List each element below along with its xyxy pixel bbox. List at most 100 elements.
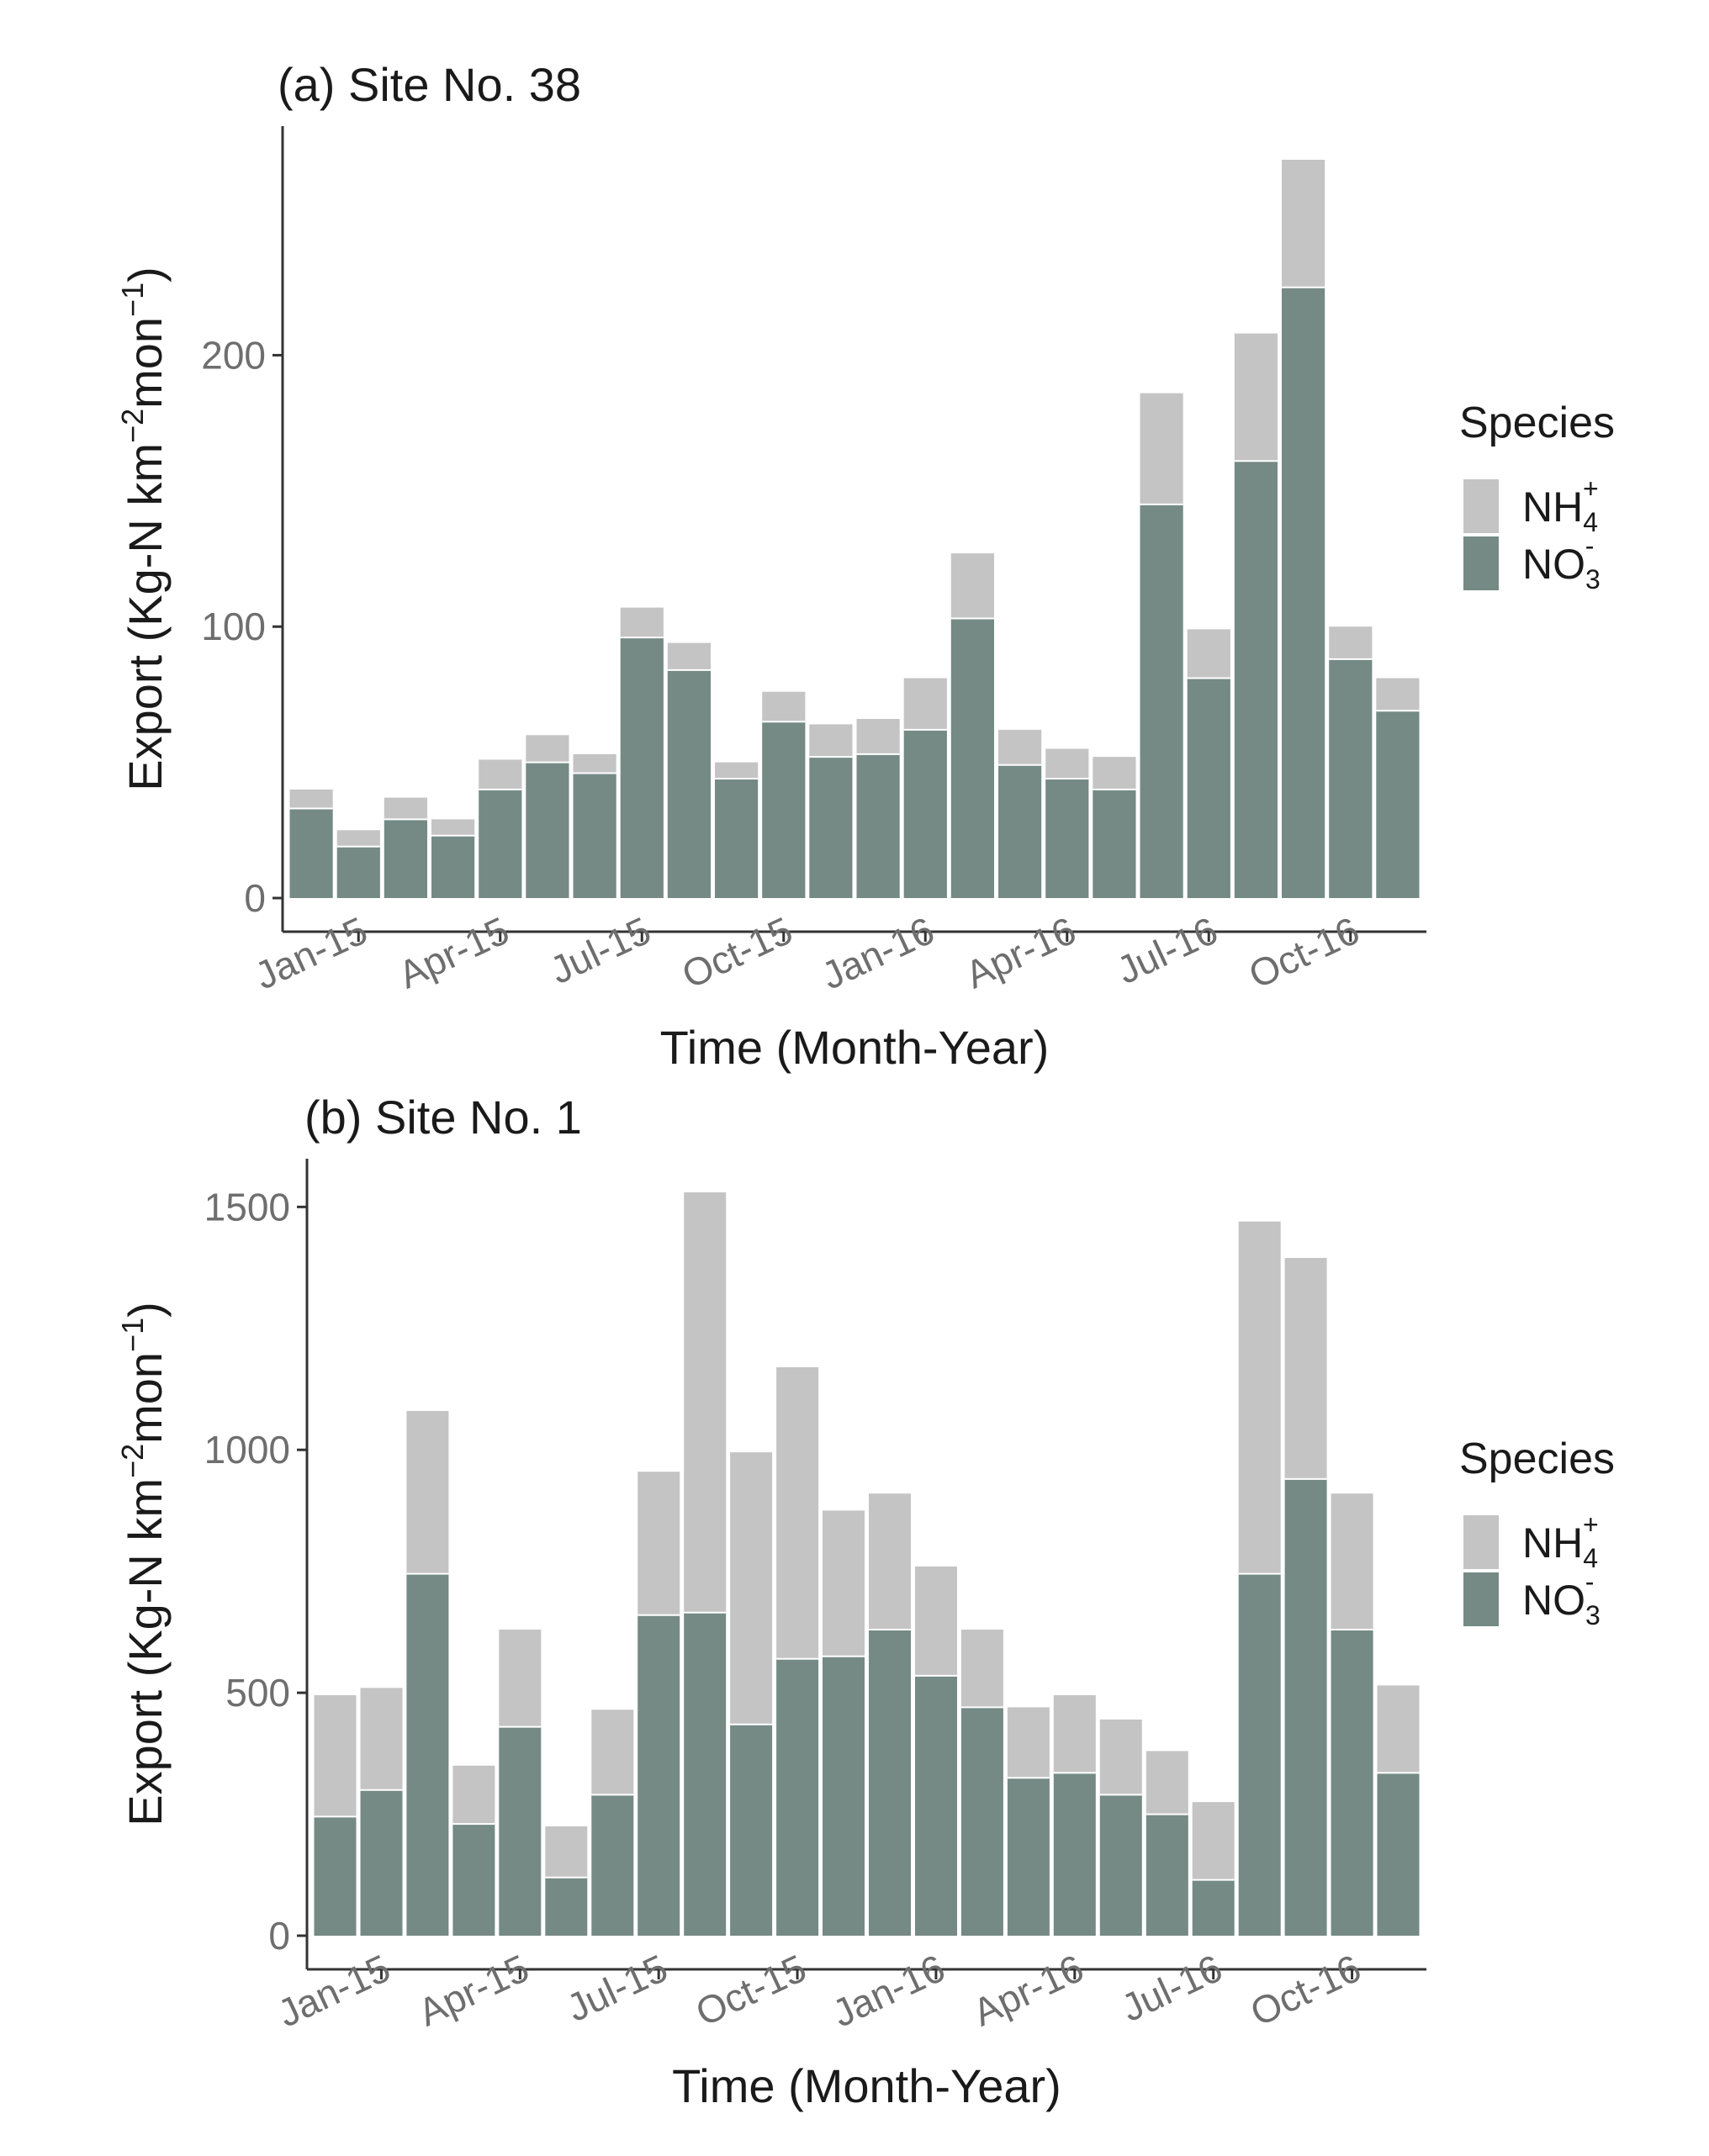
bar-nh4-Sep-16 (1284, 1258, 1327, 1479)
bar-no3-Jun-16 (1140, 504, 1183, 898)
bar-nh4-Jul-15 (638, 1472, 680, 1615)
bar-nh4-Nov-16 (1377, 1685, 1420, 1773)
bar-nh4-Sep-15 (715, 762, 759, 779)
bar-no3-Feb-15 (406, 1573, 449, 1936)
bar-nh4-Jul-15 (620, 607, 664, 638)
bar-nh4-Jun-15 (591, 1709, 634, 1795)
bar-nh4-Jan-15 (336, 830, 380, 847)
bar-nh4-Aug-16 (1238, 1221, 1281, 1574)
bar-no3-Mar-16 (998, 764, 1042, 898)
bar-nh4-Feb-15 (406, 1411, 449, 1574)
bar-nh4-Sep-15 (730, 1452, 773, 1725)
bar-nh4-May-16 (1093, 757, 1136, 790)
bar-no3-Aug-16 (1238, 1573, 1281, 1936)
bar-nh4-Jun-15 (573, 753, 616, 774)
bar-no3-Sep-15 (715, 779, 759, 898)
bar-no3-Jan-15 (360, 1789, 403, 1936)
bar-nh4-Jan-16 (903, 678, 947, 730)
bar-nh4-Aug-15 (667, 642, 711, 670)
bar-no3-Jun-16 (1146, 1814, 1188, 1936)
bar-nh4-Dec-15 (856, 719, 900, 754)
bar-nh4-Apr-15 (479, 759, 522, 790)
bar-nh4-Oct-15 (762, 691, 806, 722)
legend: Species NH4+NO3- (1459, 399, 1615, 594)
bar-no3-Oct-16 (1331, 1630, 1373, 1936)
legend-swatch-nh4 (1463, 1515, 1499, 1569)
x-axis-title: Time (Month-Year) (660, 1021, 1050, 1074)
bar-no3-Mar-15 (452, 1824, 495, 1936)
legend-swatch-nh4 (1463, 479, 1499, 533)
bar-nh4-Nov-16 (1376, 678, 1420, 711)
chart-title: (a) Site No. 38 (278, 58, 581, 111)
bar-nh4-Dec-14 (289, 789, 333, 809)
bar-nh4-Dec-14 (314, 1695, 357, 1817)
bar-no3-Jan-15 (336, 846, 380, 898)
y-tick-label: 1500 (204, 1185, 290, 1229)
y-tick-label: 0 (268, 1914, 290, 1958)
chart-title: (b) Site No. 1 (304, 1091, 582, 1144)
bar-nh4-Oct-16 (1331, 1493, 1373, 1630)
bar-nh4-Jun-16 (1146, 1751, 1188, 1815)
bar-no3-Oct-15 (776, 1658, 819, 1936)
bar-nh4-Aug-15 (684, 1192, 727, 1613)
bar-nh4-Apr-16 (1045, 748, 1089, 779)
bar-no3-May-16 (1093, 789, 1136, 898)
legend-title: Species (1459, 1435, 1615, 1483)
bar-no3-Sep-15 (730, 1724, 773, 1936)
bar-nh4-Aug-16 (1234, 333, 1278, 462)
bar-nh4-Jul-16 (1187, 629, 1230, 679)
bar-no3-May-15 (526, 762, 569, 898)
bar-no3-Nov-16 (1377, 1773, 1420, 1936)
bar-nh4-Feb-16 (960, 1630, 1003, 1708)
bar-no3-May-15 (545, 1877, 588, 1936)
legend: Species NH4+NO3- (1459, 1435, 1615, 1630)
legend-label-no3: NO3- (1522, 531, 1601, 594)
y-tick-label: 1000 (204, 1428, 290, 1472)
bar-nh4-Apr-15 (499, 1630, 542, 1727)
bar-no3-Apr-15 (479, 789, 522, 898)
bar-no3-Jun-15 (591, 1794, 634, 1936)
bar-no3-Aug-16 (1234, 461, 1278, 898)
bar-no3-Sep-16 (1284, 1478, 1327, 1936)
bar-nh4-Mar-15 (431, 819, 475, 836)
bar-no3-Dec-14 (289, 808, 333, 898)
legend-swatch-no3 (1463, 1572, 1499, 1626)
bar-nh4-Nov-15 (809, 724, 853, 758)
bar-no3-Dec-15 (869, 1630, 911, 1936)
y-tick-label: 500 (225, 1671, 290, 1715)
bar-nh4-Jan-15 (360, 1688, 403, 1790)
bar-no3-Feb-15 (384, 819, 427, 898)
bar-no3-Aug-15 (667, 669, 711, 898)
bar-no3-Jan-16 (915, 1675, 957, 1936)
bar-nh4-May-15 (526, 735, 569, 763)
bar-no3-Jan-16 (903, 729, 947, 898)
bar-no3-Dec-14 (314, 1816, 357, 1936)
bar-no3-Mar-16 (1007, 1778, 1050, 1936)
bar-nh4-Jul-16 (1192, 1802, 1235, 1880)
bar-nh4-Oct-16 (1329, 626, 1373, 659)
bar-no3-Oct-16 (1329, 658, 1373, 898)
bar-nh4-Nov-15 (823, 1510, 865, 1657)
bar-no3-Aug-15 (684, 1612, 727, 1936)
y-axis-title: Export (Kg-N km−2mon−1) (115, 1302, 172, 1826)
legend-swatch-no3 (1463, 536, 1499, 590)
bar-nh4-May-15 (545, 1826, 588, 1878)
bar-nh4-Jun-16 (1140, 393, 1183, 505)
bar-no3-Jul-15 (620, 637, 664, 898)
bar-nh4-Sep-16 (1282, 160, 1325, 288)
bar-nh4-Jan-16 (915, 1566, 957, 1676)
bar-no3-Oct-15 (762, 721, 806, 898)
bar-no3-Jul-16 (1192, 1879, 1235, 1936)
bar-no3-Apr-15 (499, 1726, 542, 1936)
bar-no3-Sep-16 (1282, 287, 1325, 898)
legend-label-nh4: NH4+ (1522, 1509, 1599, 1573)
y-tick-label: 100 (201, 605, 266, 648)
bar-nh4-May-16 (1099, 1719, 1142, 1795)
bar-no3-Dec-15 (856, 753, 900, 898)
bar-no3-Mar-15 (431, 835, 475, 898)
bar-no3-Apr-16 (1045, 779, 1089, 898)
bar-nh4-Mar-16 (998, 729, 1042, 765)
